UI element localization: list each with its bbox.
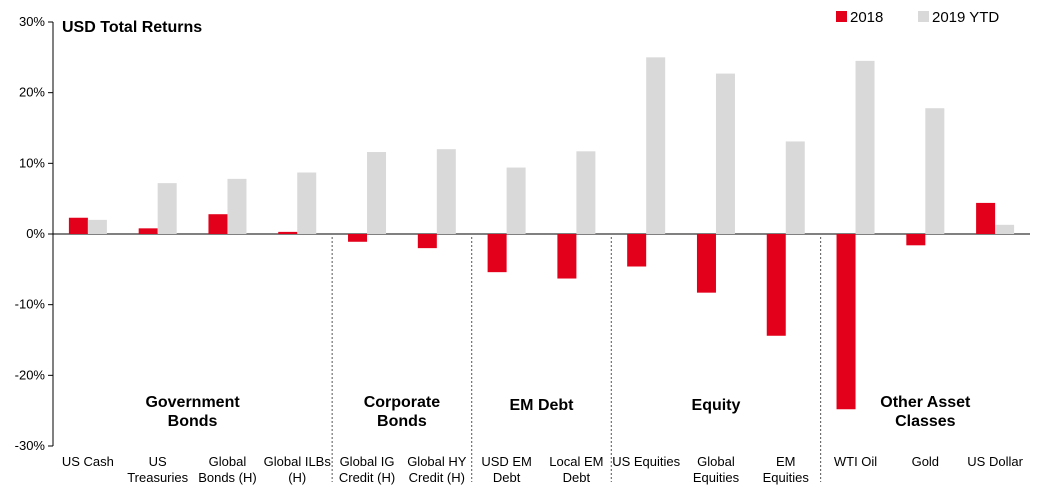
bar-series-2	[87, 219, 107, 234]
bar-series-2	[227, 178, 247, 234]
bar-series-1	[766, 234, 786, 336]
bar-series-2	[646, 57, 666, 235]
y-tick-label: 0%	[26, 226, 45, 241]
bar-series-1	[208, 214, 228, 234]
group-label: EM Debt	[510, 397, 575, 414]
bar-series-1	[68, 217, 88, 234]
legend: 2018 2019 YTD	[836, 9, 999, 26]
category-label: US Equities	[612, 454, 680, 469]
bar-series-2	[436, 149, 456, 234]
category-label: Global HY Credit (H)	[407, 454, 467, 485]
bar-series-2	[925, 108, 945, 234]
y-tick-label: 20%	[19, 85, 45, 100]
group-label: Equity	[692, 397, 741, 414]
bar-series-2	[785, 141, 805, 234]
category-label: Gold	[912, 454, 939, 469]
legend-label: 2018	[850, 9, 883, 26]
y-tick-label: -20%	[15, 367, 46, 382]
category-label: EM Equities	[763, 454, 810, 485]
category-label: WTI Oil	[834, 454, 877, 469]
group-label: Government Bonds	[145, 394, 240, 430]
bar-series-1	[348, 234, 368, 242]
bar-series-2	[297, 172, 317, 234]
bar-series-1	[278, 231, 298, 234]
category-label: Global IG Credit (H)	[339, 454, 395, 485]
y-tick-label: 10%	[19, 155, 45, 170]
group-separators	[331, 237, 822, 482]
bar-series-2	[506, 167, 526, 234]
bar-series-1	[417, 234, 437, 249]
category-label: Local EM Debt	[549, 454, 603, 485]
y-tick-label: 30%	[19, 14, 45, 29]
bar-series-1	[138, 228, 158, 234]
bars	[68, 57, 1015, 410]
bar-series-2	[157, 183, 177, 234]
category-label: Global Bonds (H)	[198, 454, 257, 485]
legend-swatch	[836, 11, 847, 22]
category-label: US Treasuries	[127, 454, 188, 485]
y-tick-label: -30%	[15, 438, 46, 453]
bar-series-1	[906, 234, 926, 246]
category-label: Global Equities	[693, 454, 740, 485]
y-axis: 30% 20% 10% 0% -10% -20% -30%	[15, 14, 1030, 453]
bar-series-1	[976, 202, 996, 234]
category-label: US Cash	[62, 454, 114, 469]
bar-series-1	[696, 234, 716, 293]
bar-series-2	[855, 60, 875, 234]
bar-series-1	[836, 234, 856, 410]
chart-title: USD Total Returns	[62, 19, 202, 36]
category-label: USD EM Debt	[481, 454, 532, 485]
bar-series-1	[627, 234, 647, 267]
category-label: US Dollar	[967, 454, 1023, 469]
y-tick-label: -10%	[15, 297, 46, 312]
group-label: Corporate Bonds	[364, 394, 441, 430]
bar-series-1	[557, 234, 577, 279]
bar-series-1	[487, 234, 507, 273]
legend-swatch	[918, 11, 929, 22]
bar-series-2	[576, 151, 596, 234]
legend-label: 2019 YTD	[932, 9, 999, 26]
category-label: Global ILBs (H)	[264, 454, 332, 485]
group-label: Other Asset Classes	[880, 394, 971, 430]
group-labels: Government Bonds Corporate Bonds EM Debt Equi…	[145, 394, 971, 430]
bar-series-2	[715, 73, 735, 234]
bar-series-2	[367, 152, 387, 234]
bar-series-2	[995, 224, 1015, 234]
